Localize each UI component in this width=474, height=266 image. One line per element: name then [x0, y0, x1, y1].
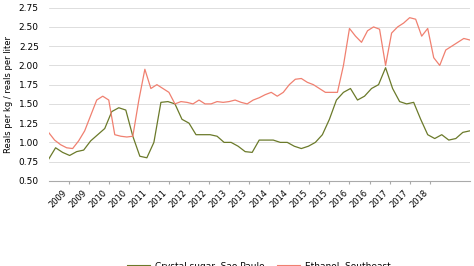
Legend: Crystal sugar, Sao Paulo, Ethanol, Southeast: Crystal sugar, Sao Paulo, Ethanol, South…	[124, 258, 394, 266]
Y-axis label: Reals per kg / reals per liter: Reals per kg / reals per liter	[4, 36, 13, 153]
